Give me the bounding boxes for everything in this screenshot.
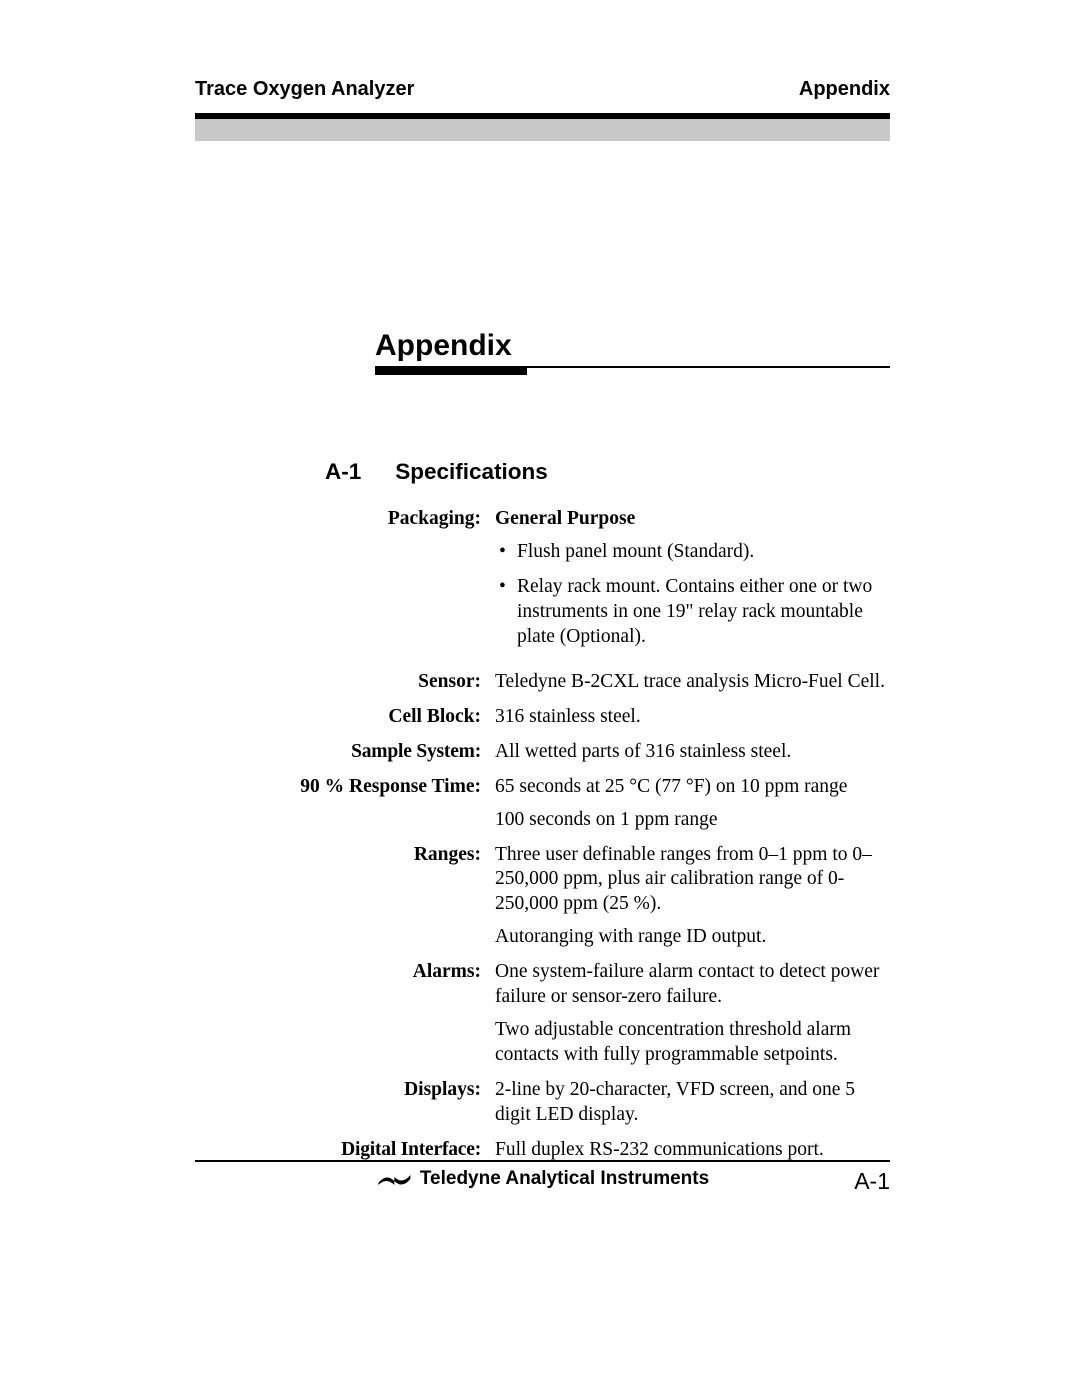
page-number: A-1 (854, 1168, 890, 1195)
spec-label: Sensor: (195, 670, 495, 695)
spec-para: 65 seconds at 25 °C (77 °F) on 10 ppm ra… (495, 775, 890, 800)
title-underline (375, 368, 527, 375)
footer-rule (195, 1160, 890, 1162)
spec-bullet: Relay rack mount. Contains either one or… (499, 575, 890, 650)
header-shade (195, 119, 890, 141)
section-name: Specifications (395, 459, 548, 485)
teledyne-logo-icon (376, 1171, 412, 1187)
spec-value: General Purpose Flush panel mount (Standa… (495, 507, 890, 660)
spec-row: Cell Block:316 stainless steel. (195, 705, 890, 730)
spec-row: Displays:2-line by 20-character, VFD scr… (195, 1078, 890, 1128)
spec-value: 316 stainless steel. (495, 705, 890, 730)
spec-bullet: Flush panel mount (Standard). (499, 540, 890, 565)
spec-value: 2-line by 20-character, VFD screen, and … (495, 1078, 890, 1128)
section-number: A-1 (325, 459, 361, 485)
spec-label: Ranges: (195, 843, 495, 951)
spec-label: 90 % Response Time: (195, 775, 495, 833)
spec-row: Alarms:One system-failure alarm contact … (195, 960, 890, 1068)
header-right: Appendix (799, 78, 890, 101)
footer-brand: Teledyne Analytical Instruments (376, 1168, 709, 1190)
spec-label: Packaging: (195, 507, 495, 660)
spec-label: Alarms: (195, 960, 495, 1068)
spec-lead: General Purpose (495, 507, 890, 532)
spec-para: Teledyne B-2CXL trace analysis Micro-Fue… (495, 670, 890, 695)
spec-para: 316 stainless steel. (495, 705, 890, 730)
spec-value: One system-failure alarm contact to dete… (495, 960, 890, 1068)
spec-label: Displays: (195, 1078, 495, 1128)
spec-para: Autoranging with range ID output. (495, 925, 890, 950)
spec-para: All wetted parts of 316 stainless steel. (495, 740, 890, 765)
spec-value: 65 seconds at 25 °C (77 °F) on 10 ppm ra… (495, 775, 890, 833)
spec-value: Three user definable ranges from 0–1 ppm… (495, 843, 890, 951)
header-left: Trace Oxygen Analyzer (195, 78, 414, 101)
spec-row: Sensor:Teledyne B-2CXL trace analysis Mi… (195, 670, 890, 695)
spec-para: 2-line by 20-character, VFD screen, and … (495, 1078, 890, 1128)
spec-para: One system-failure alarm contact to dete… (495, 960, 890, 1010)
spec-value: Teledyne B-2CXL trace analysis Micro-Fue… (495, 670, 890, 695)
spec-label: Sample System: (195, 740, 495, 765)
footer-brand-text: Teledyne Analytical Instruments (420, 1168, 709, 1190)
spec-row: Packaging:General Purpose Flush panel mou… (195, 507, 890, 660)
spec-value: All wetted parts of 316 stainless steel. (495, 740, 890, 765)
spec-bullets: Flush panel mount (Standard). Relay rack … (495, 540, 890, 650)
spec-row: 90 % Response Time:65 seconds at 25 °C (… (195, 775, 890, 833)
appendix-title: Appendix (375, 329, 890, 368)
spec-row: Ranges:Three user definable ranges from … (195, 843, 890, 951)
spec-label: Cell Block: (195, 705, 495, 730)
spec-para: Three user definable ranges from 0–1 ppm… (495, 843, 890, 918)
spec-para: 100 seconds on 1 ppm range (495, 808, 890, 833)
spec-para: Two adjustable concentration threshold a… (495, 1018, 890, 1068)
specs-list: Packaging:General Purpose Flush panel mou… (195, 507, 890, 1163)
spec-row: Sample System:All wetted parts of 316 st… (195, 740, 890, 765)
